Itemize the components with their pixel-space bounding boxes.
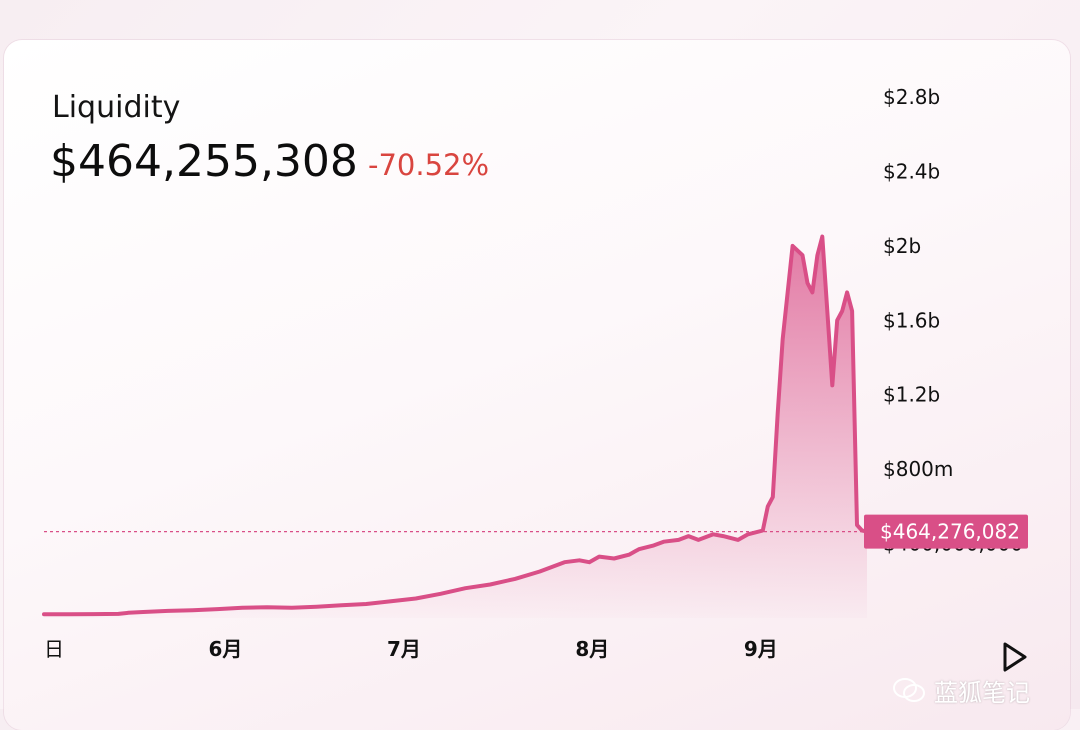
x-tick-label: 日 (44, 637, 64, 661)
liquidity-chart[interactable]: $400,000,000$800m$1.2b$1.6b$2b$2.4b$2.8b… (0, 0, 1080, 709)
y-tick-label: $1.2b (883, 383, 940, 407)
x-tick-label: 9月 (744, 637, 778, 661)
x-tick-label: 7月 (387, 637, 421, 661)
watermark-text: 蓝狐笔记 (934, 678, 1030, 707)
current-price-tag-text: $464,276,082 (880, 520, 1020, 544)
play-button[interactable] (1000, 640, 1030, 674)
y-tick-label: $2.8b (883, 85, 940, 109)
y-tick-label: $2b (883, 234, 921, 258)
card-title: Liquidity (52, 90, 181, 125)
liquidity-line (42, 234, 869, 617)
chat-bubbles-icon (893, 678, 925, 702)
watermark: 蓝狐笔记 (892, 674, 1030, 707)
y-tick-label: $800m (883, 457, 953, 481)
x-tick-label: 8月 (575, 637, 609, 661)
play-icon (1003, 642, 1027, 672)
y-tick-label: $1.6b (883, 308, 940, 332)
y-tick-label: $2.4b (883, 159, 940, 183)
liquidity-area (44, 236, 867, 618)
x-tick-label: 6月 (208, 637, 242, 661)
liquidity-change: -70.52% (368, 148, 490, 182)
current-price-tag (864, 514, 1028, 549)
liquidity-value: $464,255,308 (50, 136, 358, 187)
